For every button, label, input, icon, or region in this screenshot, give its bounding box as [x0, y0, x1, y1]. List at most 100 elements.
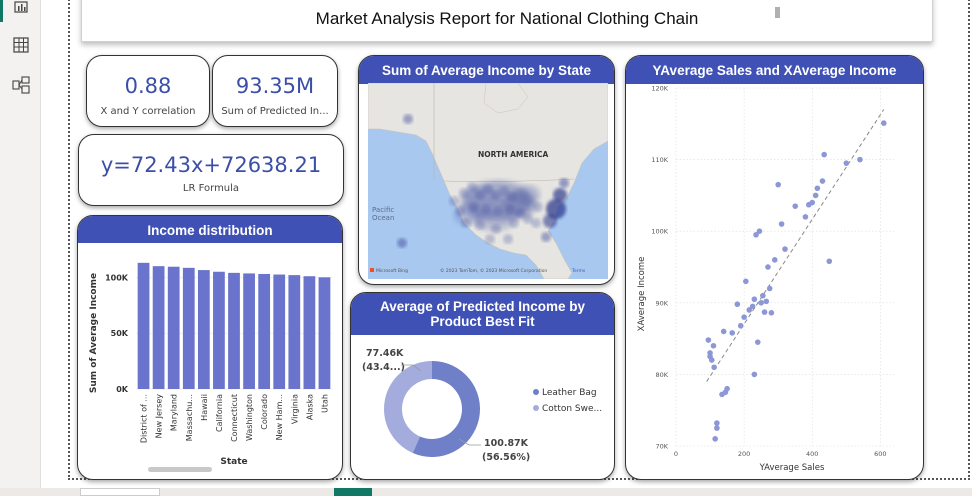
bar[interactable]: [318, 277, 331, 389]
bar[interactable]: [137, 262, 150, 389]
scatter-point[interactable]: [880, 120, 887, 126]
legend-cotton-label[interactable]: Cotton Swe...: [542, 404, 602, 414]
scatter-point[interactable]: [775, 181, 781, 188]
bar[interactable]: [243, 273, 255, 389]
scatter-point[interactable]: [802, 214, 809, 220]
legend-leather-label[interactable]: Leather Bag: [542, 388, 597, 398]
scatter-point[interactable]: [724, 385, 730, 392]
scatter-point[interactable]: [792, 203, 799, 209]
scatter-point[interactable]: [751, 371, 758, 378]
bar[interactable]: [182, 267, 195, 389]
map-bubble-high[interactable]: [553, 188, 567, 202]
bar[interactable]: [228, 272, 240, 389]
bar[interactable]: [152, 266, 165, 389]
scatter-point[interactable]: [741, 314, 747, 320]
bar[interactable]: [303, 276, 316, 389]
scatter-point[interactable]: [819, 178, 826, 184]
scatter-point[interactable]: [766, 285, 773, 292]
map-bubble-hawaii[interactable]: [397, 238, 407, 248]
donut-card[interactable]: Average of Predicted Income by Product B…: [350, 292, 615, 480]
scatter-point[interactable]: [760, 292, 766, 299]
scatter-point[interactable]: [751, 296, 758, 303]
scatter-point[interactable]: [778, 221, 785, 227]
report-view-icon[interactable]: [12, 0, 30, 18]
bar[interactable]: [167, 266, 180, 389]
scatter-point[interactable]: [763, 298, 770, 305]
scatter-point[interactable]: [812, 192, 819, 199]
scatter-point[interactable]: [737, 322, 744, 329]
scatter-point[interactable]: [771, 257, 778, 263]
scatter-point[interactable]: [809, 199, 816, 206]
map-bubble[interactable]: [491, 224, 501, 234]
scatter-point[interactable]: [734, 301, 741, 308]
kpi-correlation-card[interactable]: 0.88 X and Y correlation: [86, 55, 210, 127]
map-bubble[interactable]: [499, 186, 509, 196]
bar[interactable]: [288, 275, 301, 389]
map-bubble[interactable]: [509, 218, 519, 228]
scatter-point[interactable]: [705, 337, 712, 343]
map-bubble[interactable]: [459, 188, 469, 198]
bar[interactable]: [197, 270, 210, 389]
kpi-predicted-card[interactable]: 93.35M Sum of Predicted In...: [212, 55, 338, 127]
map-bubble[interactable]: [485, 234, 495, 244]
scatter-point[interactable]: [712, 436, 718, 442]
scatter-point[interactable]: [754, 339, 761, 345]
bar[interactable]: [213, 271, 225, 389]
map-bubble[interactable]: [455, 206, 465, 216]
model-view-icon[interactable]: [12, 76, 30, 94]
map-bubble-alaska[interactable]: [403, 114, 413, 124]
map-bubble[interactable]: [505, 204, 515, 214]
scatter-point[interactable]: [765, 264, 771, 270]
scatter-point[interactable]: [756, 228, 763, 234]
map-bubble-high[interactable]: [543, 214, 557, 228]
scatter-point[interactable]: [720, 328, 727, 335]
scatter-point[interactable]: [729, 330, 736, 336]
scatter-point[interactable]: [714, 420, 720, 426]
bar[interactable]: [273, 274, 286, 389]
scatter-point[interactable]: [758, 300, 764, 306]
scatter-point[interactable]: [749, 303, 756, 310]
scatter-point[interactable]: [814, 185, 821, 192]
map-bubble-high[interactable]: [546, 199, 566, 219]
map-bubble-high[interactable]: [559, 178, 569, 188]
map-bubble[interactable]: [493, 206, 503, 216]
scatter-point[interactable]: [714, 425, 720, 431]
map-bubble[interactable]: [469, 202, 479, 212]
scatter-point[interactable]: [761, 309, 768, 315]
map-card[interactable]: Sum of Average Income by State NORTH AME…: [358, 55, 615, 285]
map-bubble[interactable]: [461, 218, 471, 228]
map-bubble[interactable]: [481, 204, 491, 214]
donut-slice[interactable]: [412, 361, 480, 457]
map-bubble[interactable]: [475, 220, 485, 230]
map-bubble[interactable]: [491, 190, 501, 200]
bar[interactable]: [258, 273, 271, 389]
page-tab[interactable]: [80, 488, 160, 496]
scatter-point[interactable]: [746, 307, 753, 313]
kpi-formula-card[interactable]: y=72.43x+72638.21 LR Formula: [78, 134, 344, 206]
bar-scrollbar[interactable]: [148, 467, 212, 472]
map-bubble[interactable]: [523, 214, 533, 224]
scatter-point[interactable]: [821, 151, 827, 158]
map-terms-link[interactable]: Terms: [571, 268, 586, 274]
scatter-point[interactable]: [710, 342, 717, 349]
scatter-point[interactable]: [743, 278, 749, 285]
map-bubble[interactable]: [531, 218, 541, 228]
map-bubble[interactable]: [449, 196, 459, 206]
add-page-tab[interactable]: [334, 488, 372, 496]
map-bubble[interactable]: [503, 234, 513, 244]
map-bubble[interactable]: [507, 192, 517, 202]
scatter-point[interactable]: [826, 258, 833, 265]
scatter-card[interactable]: YAverage Sales and XAverage Income 70K 80…: [625, 55, 924, 480]
donut-slice[interactable]: [384, 361, 432, 453]
scatter-point[interactable]: [768, 310, 775, 316]
scatter-point[interactable]: [711, 364, 717, 371]
income-distribution-card[interactable]: Income distribution 0K 50K 100K District of…: [77, 215, 343, 480]
scatter-point[interactable]: [843, 160, 850, 166]
scatter-point[interactable]: [708, 357, 715, 363]
scatter-point[interactable]: [857, 156, 863, 163]
map-bubble[interactable]: [467, 182, 477, 192]
map-bubble-high[interactable]: [541, 232, 551, 242]
income-map[interactable]: NORTH AMERICA Pacific Ocean Microsoft Bi…: [368, 83, 608, 279]
map-bubble[interactable]: [475, 190, 485, 200]
table-view-icon[interactable]: [12, 36, 30, 54]
